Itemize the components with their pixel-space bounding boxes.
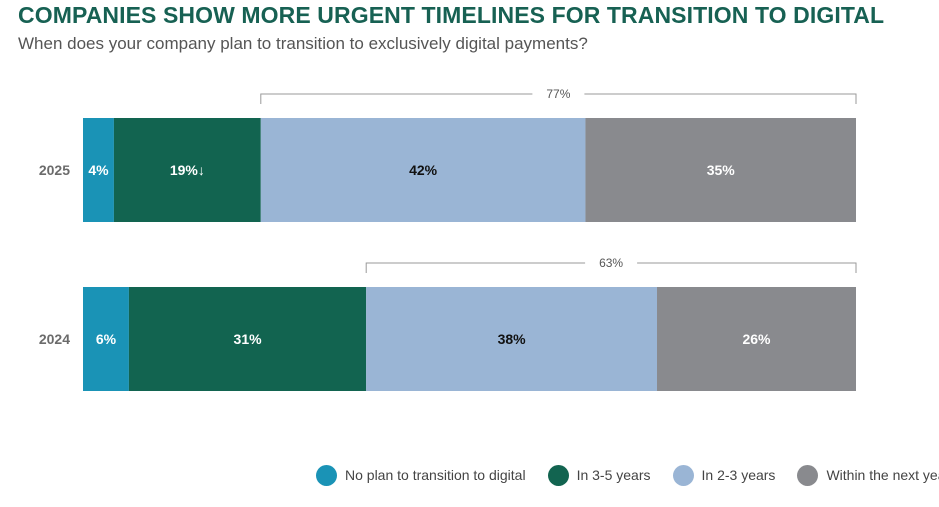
legend-item-3-5-years: In 3-5 years xyxy=(547,464,651,486)
bar-2024-in-3-5-years xyxy=(128,287,367,391)
category-label-2025: 2025 xyxy=(39,162,70,178)
data-label-2025-0: 4% xyxy=(88,162,109,178)
data-label-2025-2: 42% xyxy=(409,162,438,178)
legend-swatch-no-plan xyxy=(316,464,337,486)
legend-label-no-plan: No plan to transition to digital xyxy=(345,467,526,483)
bar-2025-in-2-3-years xyxy=(260,118,586,222)
category-label-2024: 2024 xyxy=(39,331,70,347)
bar-2024-within-the-next-year xyxy=(657,287,856,391)
legend-swatch-2-3-years xyxy=(672,464,694,486)
legend-label-2-3-years: In 2-3 years xyxy=(701,467,776,483)
bar-2025-within-the-next-year xyxy=(585,118,856,222)
bracket-label-2025: 77% xyxy=(546,87,570,101)
data-label-2024-0: 6% xyxy=(96,331,117,347)
bar-2024-in-2-3-years xyxy=(366,287,658,391)
bar-2025-in-3-5-years xyxy=(113,118,261,222)
data-label-2025-3: 35% xyxy=(707,162,736,178)
chart-subtitle: When does your company plan to transitio… xyxy=(18,34,588,53)
bar-2024-no-plan-to-transition-to-digital xyxy=(83,287,129,391)
legend-item-next-year: Within the next year xyxy=(797,464,939,486)
data-label-2024-3: 26% xyxy=(742,331,771,347)
chart-title: COMPANIES SHOW MORE URGENT TIMELINES FOR… xyxy=(18,2,885,28)
legend-swatch-3-5-years xyxy=(547,464,569,486)
bracket-label-2024: 63% xyxy=(599,256,623,270)
data-label-2024-1: 31% xyxy=(234,331,263,347)
bracket-2025 xyxy=(260,93,857,104)
data-label-2024-2: 38% xyxy=(498,331,527,347)
legend-item-no-plan: No plan to transition to digital xyxy=(316,464,526,486)
legend-label-3-5-years: In 3-5 years xyxy=(576,467,651,483)
data-label-2025-1: 19%↓ xyxy=(170,162,205,178)
bar-2025-no-plan-to-transition-to-digital xyxy=(83,118,114,222)
legend-item-2-3-years: In 2-3 years xyxy=(672,464,776,486)
legend: No plan to transition to digital In 3-5 … xyxy=(316,463,939,487)
legend-label-next-year: Within the next year xyxy=(826,467,939,483)
legend-swatch-next-year xyxy=(797,464,819,486)
bracket-2024 xyxy=(365,262,857,273)
